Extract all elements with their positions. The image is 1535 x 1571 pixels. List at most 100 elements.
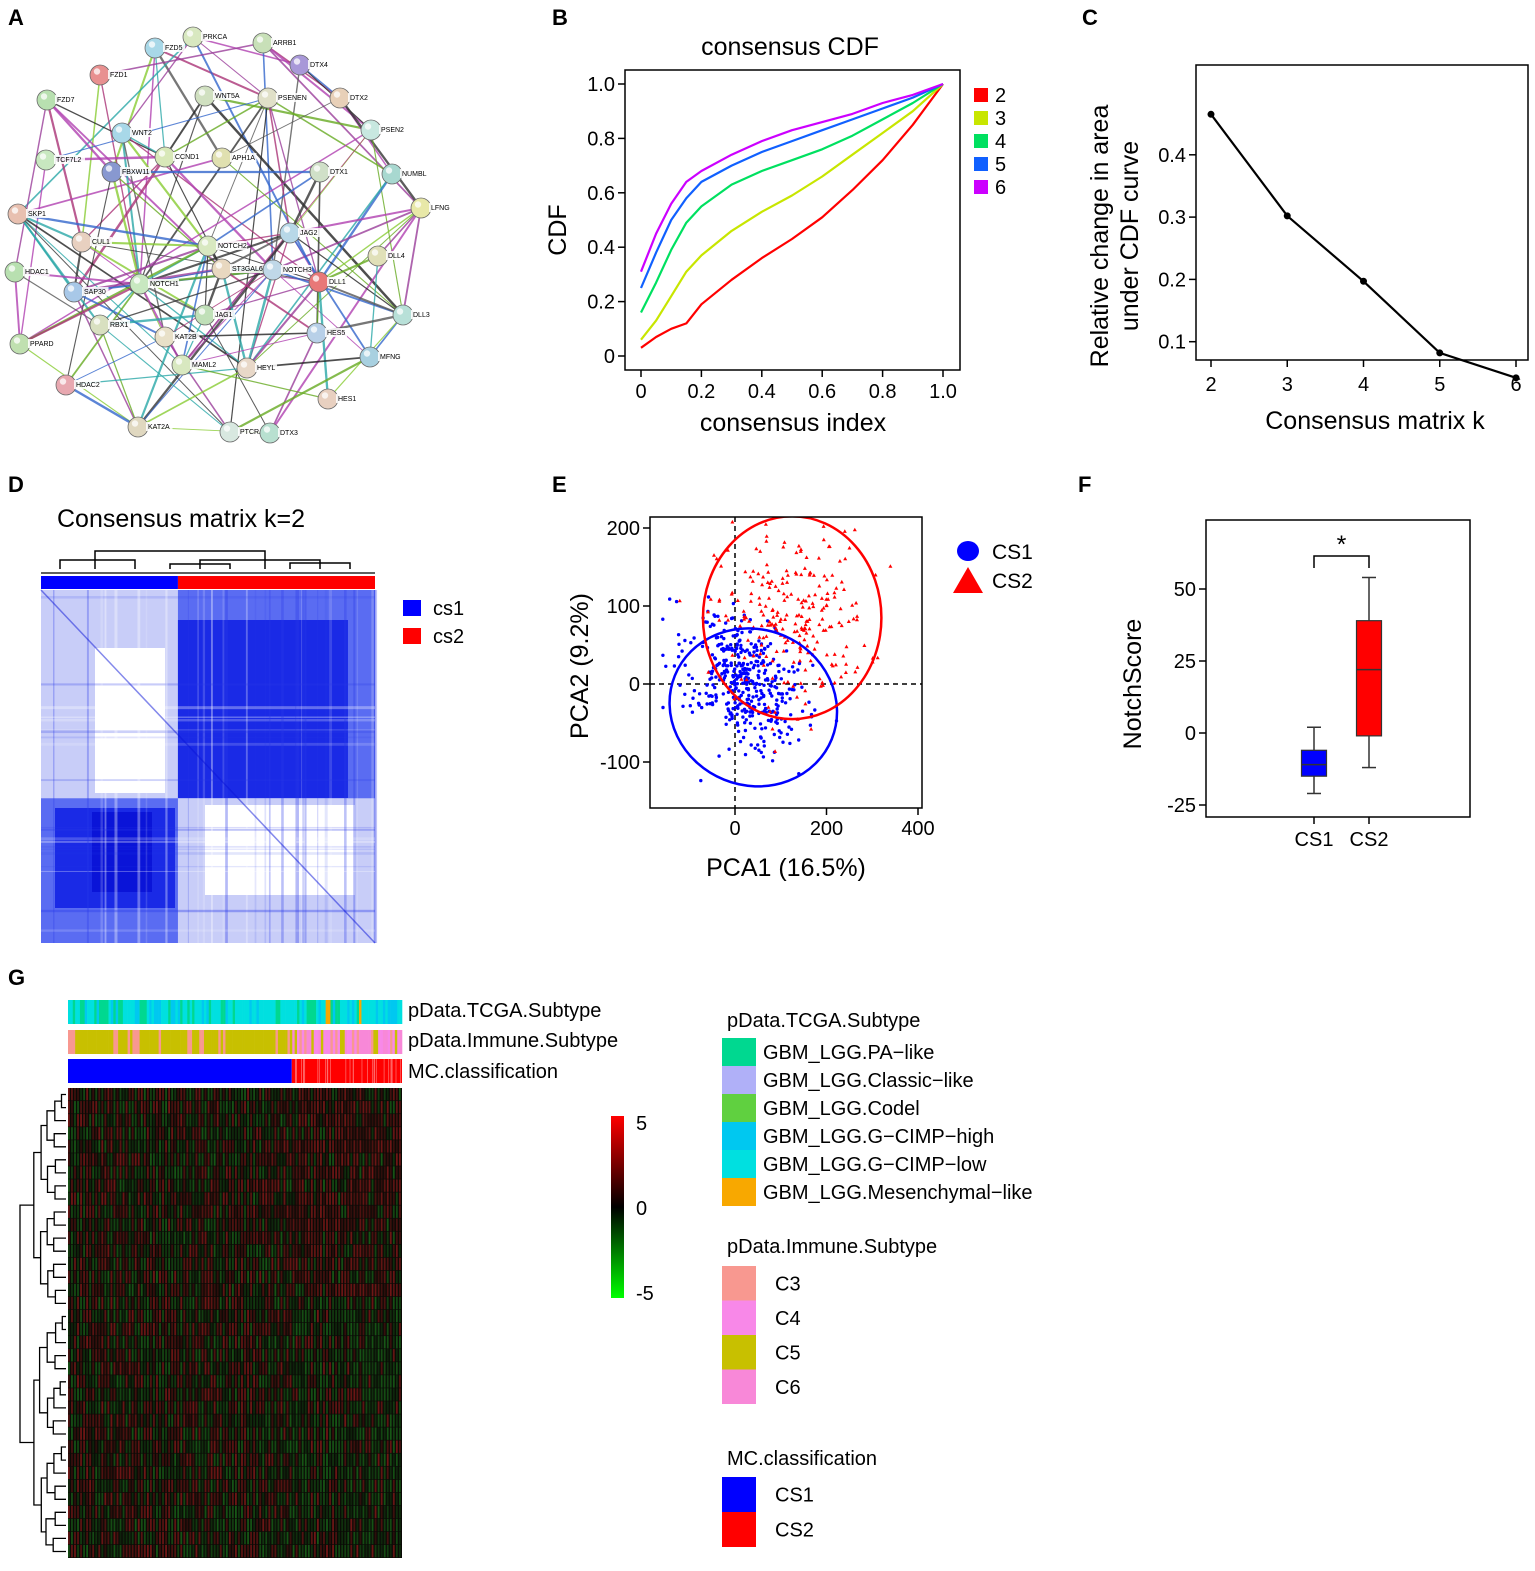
chart-g-heat-cell (341, 1466, 344, 1480)
chart-g-heat-cell (174, 1309, 177, 1323)
chart-g-heat-cell (256, 1244, 259, 1258)
chart-g-heat-cell (307, 1218, 310, 1231)
chart-g-heat-cell (165, 1153, 167, 1166)
chart-g-heat-cell (238, 1257, 240, 1271)
chart-g-heat-cell (307, 1192, 310, 1205)
chart-g-heat-cell (247, 1375, 249, 1388)
chart-g-heat-cell (250, 1323, 252, 1336)
chart-e-point-CS1 (775, 698, 779, 702)
chart-g-anno-cell-tcga (223, 1000, 226, 1024)
chart-g-heat-cell (338, 1192, 341, 1205)
network-node-highlight (198, 89, 206, 96)
chart-g-heat-cell (213, 1088, 216, 1101)
chart-g-heat-cell (332, 1114, 334, 1127)
chart-g-heat-cell (177, 1336, 180, 1349)
chart-g-dendro-branch (46, 1165, 56, 1194)
chart-g-heat-cell (286, 1427, 289, 1440)
chart-g-anno-cell-tcga (261, 1000, 264, 1024)
chart-b-series-line-3 (640, 83, 944, 341)
chart-g-heat-cell (225, 1414, 228, 1427)
chart-g-heat-cell (177, 1244, 180, 1258)
chart-e-point-CS2 (807, 572, 812, 577)
chart-g-heat-cell (332, 1388, 334, 1401)
chart-g-heat-cell (235, 1309, 237, 1323)
chart-g-heat-cell (323, 1362, 325, 1375)
chart-e-point-CS1 (813, 708, 817, 712)
chart-g-heat-cell (316, 1414, 319, 1427)
chart-g-heat-cell (228, 1127, 231, 1140)
chart-g-heat-cell (204, 1101, 207, 1114)
chart-g-heat-cell (338, 1440, 341, 1453)
chart-g-heat-cell (338, 1427, 341, 1440)
chart-e-point-CS2 (774, 649, 779, 653)
chart-g-heat-cell (383, 1127, 386, 1140)
chart-g-heat-cell (219, 1153, 222, 1166)
chart-g-heat-cell (131, 1336, 134, 1349)
chart-g-heat-cell (283, 1179, 286, 1192)
network-node-circle (182, 26, 204, 48)
chart-g-heat-cell (146, 1101, 149, 1114)
chart-g-heat-cell (95, 1192, 98, 1205)
chart-g-heat-cell (98, 1349, 101, 1362)
chart-g-heat-cell (146, 1479, 149, 1493)
chart-d-texture-line (295, 590, 297, 943)
chart-g-heat-cell (86, 1088, 89, 1101)
chart-g-heat-cell (365, 1140, 368, 1153)
chart-g-heat-cell (344, 1362, 347, 1375)
chart-g-heat-cell (98, 1336, 101, 1349)
chart-g-heat-cell (165, 1479, 167, 1493)
chart-g-heat-cell (231, 1140, 234, 1153)
chart-g-heat-cell (95, 1101, 98, 1114)
chart-g-heat-cell (380, 1401, 383, 1414)
network-edge (245, 269, 275, 369)
chart-e-point-CS2 (726, 618, 730, 622)
chart-g-heat-cell (189, 1140, 192, 1153)
chart-g-heat-cell (128, 1453, 131, 1466)
chart-g-heat-cell (86, 1401, 89, 1414)
chart-g-heat-cell (277, 1401, 280, 1414)
chart-g-heat-cell (104, 1205, 107, 1218)
chart-g-heat-cell (350, 1218, 353, 1231)
chart-g-heat-cell (228, 1336, 231, 1349)
chart-g-anno-cell-tcga (189, 1000, 193, 1024)
chart-e-point-CS1 (700, 705, 704, 710)
chart-g-heat-cell (356, 1088, 359, 1101)
chart-g-heat-cell (241, 1231, 243, 1245)
chart-g-heat-cell (350, 1309, 353, 1323)
chart-g-heat-cell (71, 1309, 73, 1323)
chart-g-heat-cell (128, 1140, 131, 1153)
chart-g-heat-cell (365, 1205, 368, 1218)
chart-g-heat-cell (326, 1296, 328, 1310)
chart-g-heat-cell (280, 1440, 283, 1453)
chart-g-heat-cell (344, 1205, 347, 1218)
chart-g-heat-cell (398, 1349, 401, 1362)
chart-g-heat-cell (146, 1270, 149, 1284)
chart-g-heat-cell (177, 1362, 180, 1375)
chart-g-heat-cell (353, 1323, 356, 1336)
chart-g-heat-cell (395, 1309, 398, 1323)
chart-g-heat-cell (201, 1466, 204, 1480)
chart-g-heat-cell (219, 1388, 222, 1401)
chart-e-point-CS2 (784, 612, 789, 617)
chart-g-heat-cell (128, 1283, 131, 1297)
chart-g-heat-cell (298, 1309, 301, 1323)
chart-g-heat-cell (350, 1336, 353, 1349)
chart-g-heat-cell (165, 1453, 167, 1466)
chart-g-heat-cell (250, 1205, 252, 1218)
chart-e-point-CS2 (747, 619, 752, 623)
chart-g-heat-cell (389, 1388, 392, 1401)
chart-g-heat-cell (265, 1127, 268, 1140)
chart-g-heat-cell (365, 1179, 368, 1192)
chart-g-heat-cell (356, 1323, 359, 1336)
chart-g-heat-cell (92, 1336, 95, 1349)
chart-g-anno-label-immune: pData.Immune.Subtype (408, 1030, 618, 1052)
chart-g-heat-cell (307, 1309, 310, 1323)
chart-e-point-CS1 (765, 619, 770, 623)
chart-g-heat-cell (216, 1440, 219, 1453)
chart-g-heat-cell (225, 1101, 228, 1114)
chart-g-heat-cell (365, 1375, 368, 1388)
chart-g-anno-cell-tcga (316, 1000, 319, 1024)
chart-g-heat-cell (274, 1166, 277, 1179)
chart-g-heat-cell (159, 1179, 161, 1192)
chart-g-heat-cell (289, 1192, 292, 1205)
